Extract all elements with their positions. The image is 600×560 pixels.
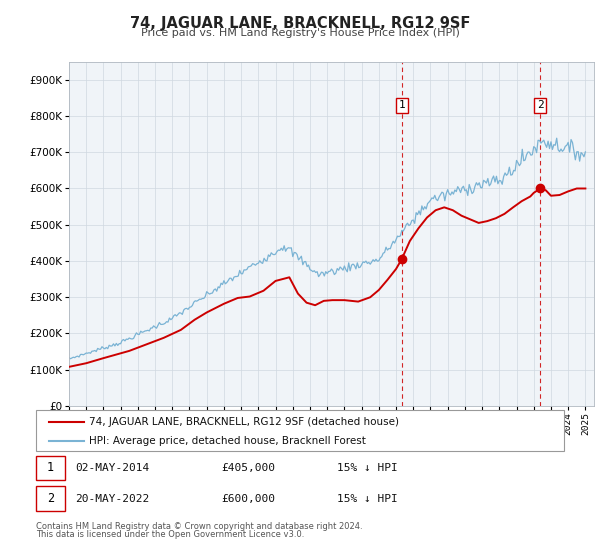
Text: Contains HM Land Registry data © Crown copyright and database right 2024.: Contains HM Land Registry data © Crown c… <box>36 522 362 531</box>
Text: £405,000: £405,000 <box>221 463 275 473</box>
FancyBboxPatch shape <box>36 455 65 480</box>
Text: 20-MAY-2022: 20-MAY-2022 <box>76 494 150 503</box>
FancyBboxPatch shape <box>36 487 65 511</box>
Text: This data is licensed under the Open Government Licence v3.0.: This data is licensed under the Open Gov… <box>36 530 304 539</box>
Text: 2: 2 <box>47 492 54 505</box>
Text: HPI: Average price, detached house, Bracknell Forest: HPI: Average price, detached house, Brac… <box>89 436 365 446</box>
FancyBboxPatch shape <box>36 410 564 451</box>
Text: 2: 2 <box>537 100 544 110</box>
Text: 74, JAGUAR LANE, BRACKNELL, RG12 9SF: 74, JAGUAR LANE, BRACKNELL, RG12 9SF <box>130 16 470 31</box>
Text: 15% ↓ HPI: 15% ↓ HPI <box>337 463 398 473</box>
Text: 1: 1 <box>398 100 405 110</box>
Text: 1: 1 <box>47 461 54 474</box>
Text: 02-MAY-2014: 02-MAY-2014 <box>76 463 150 473</box>
Text: Price paid vs. HM Land Registry's House Price Index (HPI): Price paid vs. HM Land Registry's House … <box>140 28 460 38</box>
Text: 74, JAGUAR LANE, BRACKNELL, RG12 9SF (detached house): 74, JAGUAR LANE, BRACKNELL, RG12 9SF (de… <box>89 417 399 427</box>
Text: £600,000: £600,000 <box>221 494 275 503</box>
Text: 15% ↓ HPI: 15% ↓ HPI <box>337 494 398 503</box>
